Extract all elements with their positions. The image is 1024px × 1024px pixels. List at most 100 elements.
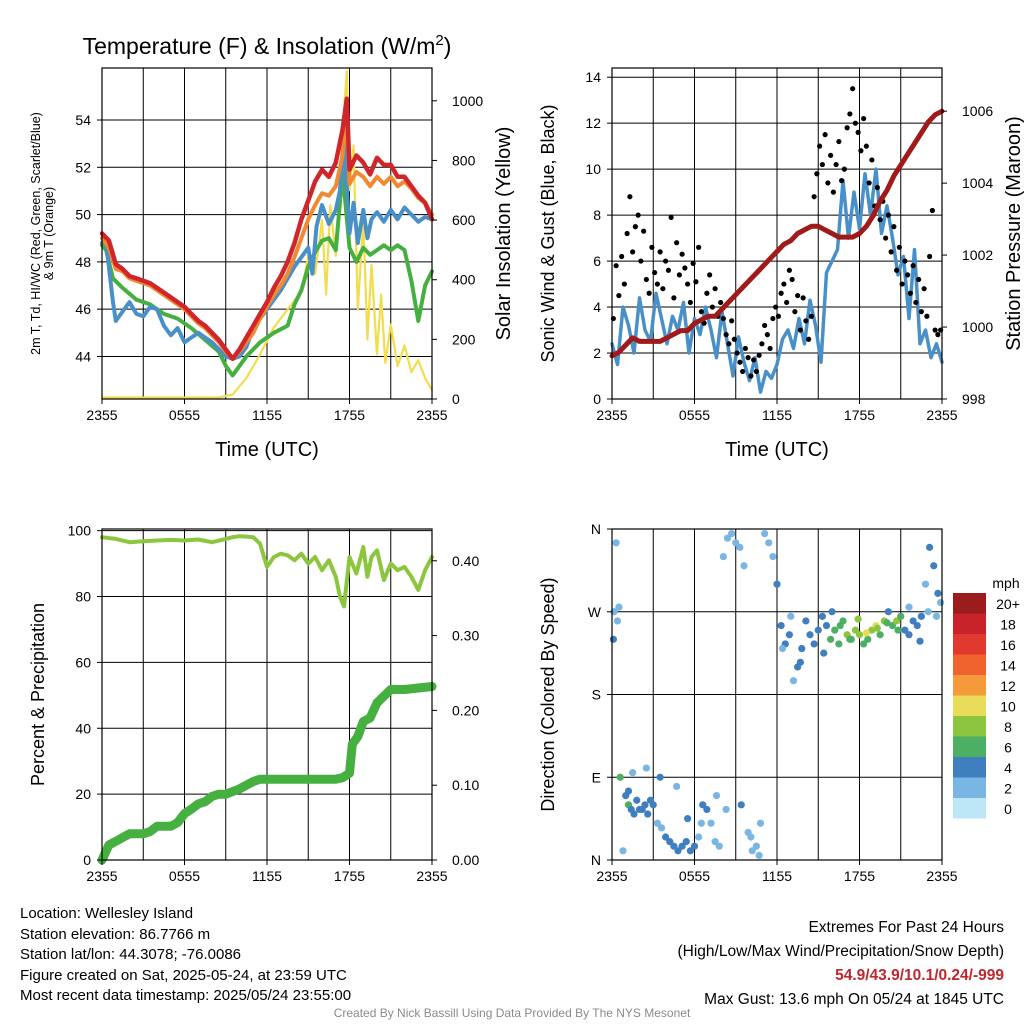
direction-point [778, 644, 787, 653]
colorbar-label: 8 [1004, 719, 1012, 735]
y-right-axis-label: Station Pressure (Maroon) [1003, 116, 1024, 351]
gust-point [825, 180, 831, 186]
gust-point [685, 281, 691, 287]
direction-point [831, 626, 839, 634]
station-info: Location: Wellesley Island Station eleva… [20, 904, 351, 1007]
extremes-subtitle: (High/Low/Max Wind/Precipitation/Snow De… [677, 943, 1005, 960]
direction-point [695, 833, 703, 841]
gust-point [852, 120, 858, 126]
x-tick-label: 1755 [844, 407, 875, 423]
gust-point [674, 240, 680, 246]
direction-point [773, 580, 781, 588]
y-axis-label-line: & 9m T (Orange) [42, 187, 56, 280]
colorbar-swatch [953, 798, 986, 819]
gust-point [753, 368, 759, 375]
gust-point [913, 299, 919, 306]
direction-point [789, 677, 798, 685]
extremes-title: Extremes For Past 24 Hours [808, 919, 1004, 936]
x-tick-label: 2355 [926, 868, 957, 884]
y-right-tick-label: 0.30 [452, 628, 479, 644]
y-tick-label: 6 [593, 253, 601, 269]
x-tick-label: 2355 [596, 868, 627, 884]
y-right-tick-label: 1000 [452, 93, 483, 109]
gust-point [819, 161, 825, 168]
direction-point [937, 598, 945, 607]
direction-point [624, 787, 633, 795]
gust-point [707, 272, 713, 278]
chart-temperature: 2355 0555 1155 1755 2355 44 46 48 50 52 54 0 200 400 6… [29, 32, 515, 461]
y-tick-label: 48 [75, 254, 91, 270]
y-right-tick-label: 0.00 [452, 852, 479, 868]
gust-point [630, 249, 636, 255]
direction-point [662, 833, 670, 841]
gust-point [905, 272, 911, 278]
colorbar-swatch [953, 736, 986, 757]
gust-point [795, 292, 801, 299]
y-tick-label: 40 [75, 720, 91, 736]
gust-point [858, 148, 864, 154]
direction-point [868, 626, 876, 634]
x-tick-label: 2355 [596, 407, 627, 423]
gust-point [874, 184, 880, 191]
gust-point [877, 217, 883, 223]
gust-point [676, 272, 682, 278]
colorbar-swatch [953, 695, 986, 716]
gust-point [869, 157, 875, 163]
direction-point [897, 612, 905, 620]
direction-point [630, 810, 638, 818]
gust-point [726, 341, 732, 347]
colorbar-swatch [953, 654, 986, 675]
direction-point [629, 769, 637, 777]
extremes-values: 54.9/43.9/10.1/0.24/-999 [835, 967, 1004, 984]
gust-point [830, 189, 836, 195]
gust-point [800, 295, 806, 301]
direction-point [916, 637, 924, 645]
direction-point [619, 847, 627, 855]
direction-point [862, 629, 870, 637]
direction-point [806, 631, 814, 639]
colorbar-swatch [953, 716, 986, 737]
y-right-tick-label: 1000 [962, 319, 993, 335]
axis-ticks: 2355 0555 1155 1755 23550204060801000.000.10… [68, 523, 480, 884]
direction-point [917, 612, 925, 620]
y-tick-label: 80 [75, 589, 91, 605]
x-axis-label: Time (UTC) [215, 439, 319, 461]
direction-point [873, 624, 881, 632]
x-tick-label: 1155 [762, 868, 792, 884]
y-axis-label: Percent & Precipitation [28, 603, 48, 786]
elevation-text: Station elevation: 86.7766 m [20, 925, 211, 943]
direction-point [828, 608, 836, 616]
y-tick-label: 46 [75, 301, 91, 317]
chart-winds: 2355 0555 1155 1755 235502468101214998100010… [538, 67, 1024, 461]
direction-point [690, 842, 699, 850]
gust-point [621, 281, 627, 287]
direction-point [851, 626, 859, 634]
gust-point [786, 267, 792, 273]
y-right-tick-label: 998 [962, 391, 986, 407]
direction-point [901, 626, 909, 634]
x-tick-label: 1155 [252, 868, 282, 884]
gust-point [828, 152, 834, 158]
direction-point [894, 626, 902, 634]
direction-point [722, 805, 730, 814]
gust-point [894, 267, 900, 273]
gust-point [866, 180, 872, 186]
gust-point [767, 345, 773, 352]
gust-point [803, 318, 809, 324]
y-tick-label: 54 [75, 112, 91, 128]
series-line-relative-humidity [100, 534, 434, 609]
y-tick-label: W [588, 604, 602, 620]
direction-point [723, 534, 732, 542]
location-text: Location: Wellesley Island [20, 905, 194, 922]
colorbar-label: 12 [1000, 678, 1016, 694]
gust-point [740, 368, 746, 375]
y-right-tick-label: 1002 [962, 247, 993, 263]
direction-point [699, 801, 707, 809]
gust-point [902, 258, 908, 264]
gust-point [847, 111, 853, 117]
direction-point [670, 842, 678, 850]
y-tick-label: 50 [75, 207, 91, 223]
gust-point [652, 269, 658, 276]
y-tick-label: 12 [585, 115, 601, 131]
axis-ticks: 2355 0555 1155 1755 2355 44 46 48 50 52 54 0 200 400 6… [75, 93, 483, 423]
